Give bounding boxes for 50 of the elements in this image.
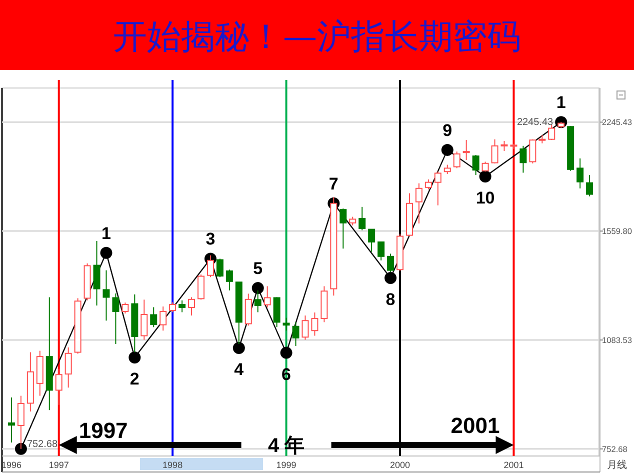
candlestick [131,294,138,353]
point [100,246,112,259]
chart-title: 开始揭秘！—沪指长期密码 [113,17,521,57]
point [14,442,27,455]
candlestick [46,296,53,411]
candlestick [64,346,72,388]
annotation: 752.68 [26,438,58,450]
candlestick [102,270,110,322]
y-tick-label: 1559.80 [602,226,632,236]
x-tick-label: 1998 [162,460,183,470]
annotation: 2 [130,369,140,388]
annotation: 10 [476,188,495,208]
annotation: 2245.43 [516,117,554,128]
y-tick-label: 2245.43 [602,117,632,128]
point [280,346,292,359]
x-tick-label: 2001 [504,460,524,470]
text: 月线 [607,459,627,471]
annotation: 1997 [78,418,128,443]
x-tick-label: 1999 [276,460,296,470]
annotation: 1 [102,224,111,243]
candlestick [500,140,508,152]
annotation: 7 [328,174,338,194]
candlestick [576,158,584,189]
candlestick [311,312,318,336]
candlestick [292,322,300,346]
y-tick-label: 752.68 [602,444,628,454]
annotation: 1 [556,93,566,112]
x-tick-label: 2000 [390,460,410,470]
point [232,342,245,354]
annotation: 3 [206,230,216,249]
point [252,282,264,294]
candlestick [8,396,15,443]
point [441,144,454,156]
y-tick-label: 1083.53 [602,334,632,345]
annotation: 2001 [450,413,500,438]
candlestick [140,299,148,340]
point [384,272,397,284]
annotation: 9 [442,120,452,140]
candlestick [462,140,470,161]
x-tick-label: 1996 [1,460,22,470]
candlestick [17,395,24,450]
annotation: 5 [253,259,263,278]
point [479,170,492,183]
x-tick-label: 1997 [48,460,69,470]
candlestick [93,240,100,306]
point [128,351,141,364]
annotation: 4 [234,360,244,379]
candlestick [26,352,34,412]
annotation: 8 [386,290,396,310]
candlestick [415,182,422,224]
